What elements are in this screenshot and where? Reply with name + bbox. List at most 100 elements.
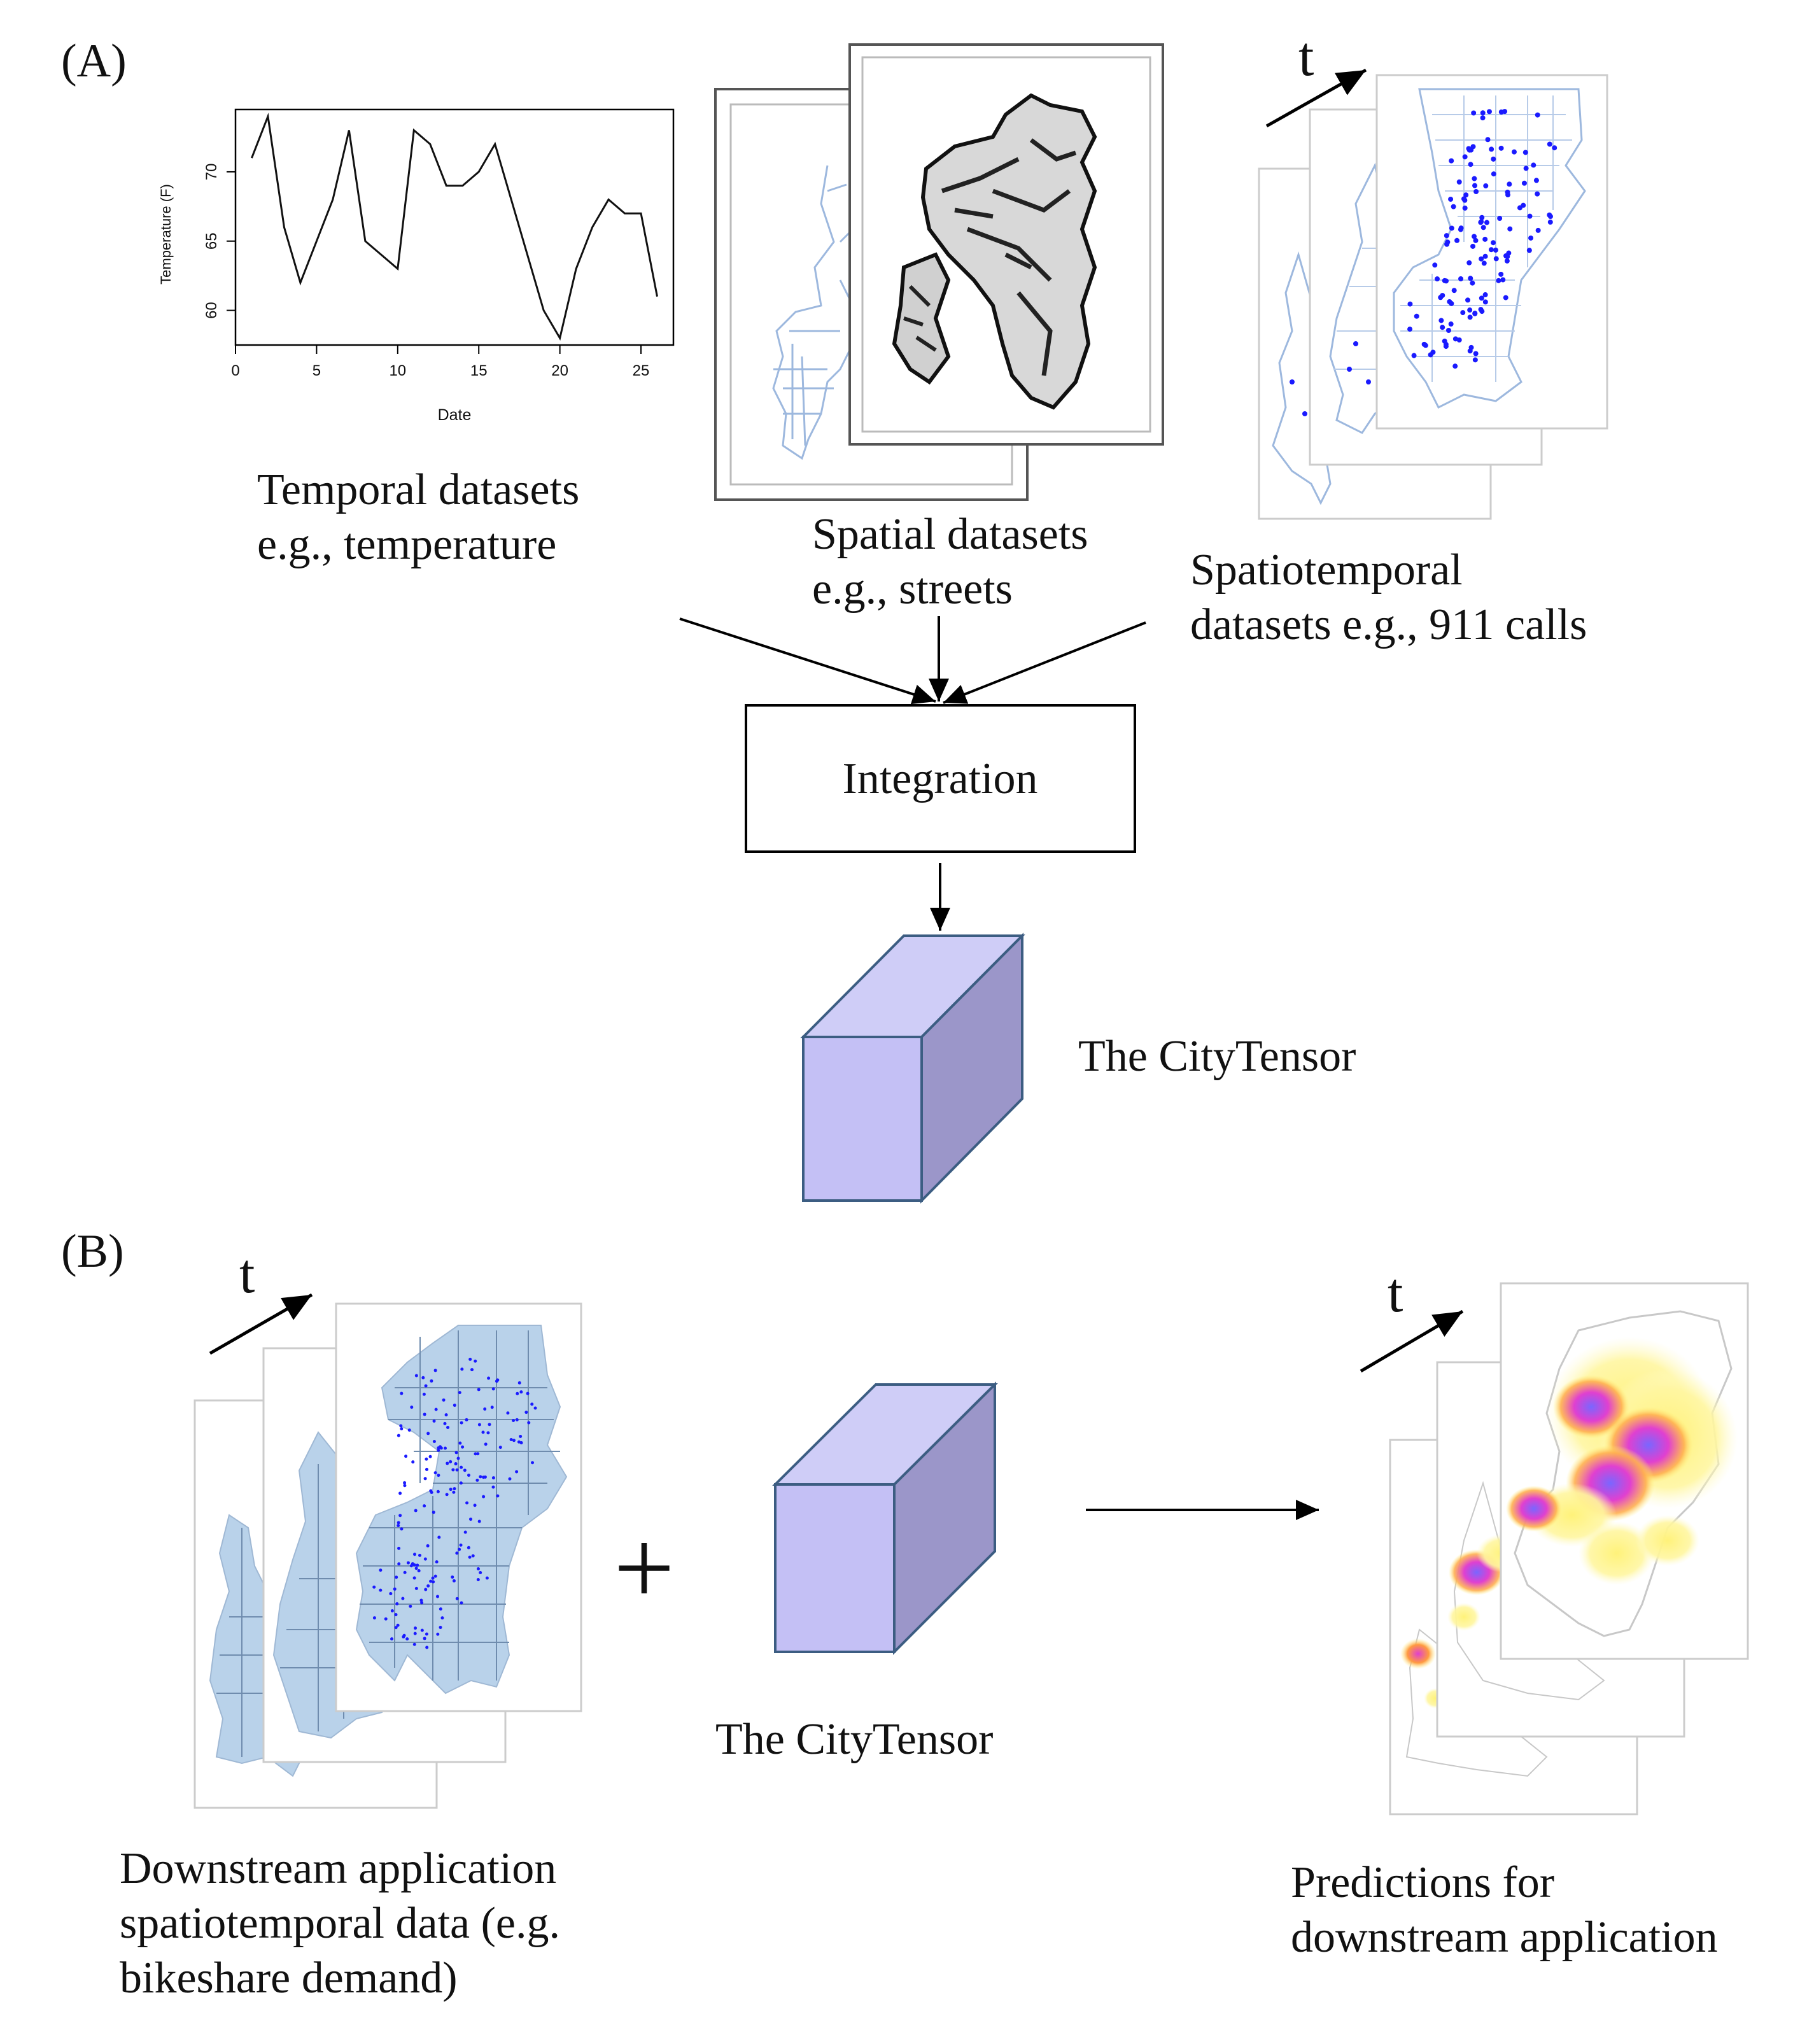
call-point (1445, 239, 1451, 245)
call-point (1526, 248, 1532, 253)
integration-label: Integration (842, 754, 1037, 803)
call-point (1452, 336, 1458, 342)
bike-point (437, 1448, 440, 1452)
temperature-line-chart: 0 5 10 15 20 25 60 65 70 Date Temperature (F) (158, 108, 675, 424)
time-arrow-a (1265, 68, 1367, 128)
bike-point (439, 1445, 442, 1449)
bike-point (512, 1439, 516, 1442)
time-arrow-b (209, 1293, 313, 1355)
bike-point (477, 1519, 481, 1523)
bike-point (519, 1441, 523, 1445)
bike-point (420, 1628, 424, 1632)
bike-point (436, 1490, 440, 1493)
x-tick-label: 25 (633, 362, 650, 379)
bike-point (465, 1501, 469, 1505)
bike-point (413, 1632, 417, 1635)
bike-point (453, 1487, 456, 1491)
bike-point (402, 1633, 406, 1637)
call-point (1491, 171, 1496, 177)
call-point (1472, 183, 1478, 188)
bike-point (393, 1587, 397, 1591)
bike-point (379, 1588, 383, 1592)
prediction-heatmaps: t (1360, 1262, 1749, 1815)
call-point (1463, 192, 1469, 198)
bike-point (414, 1586, 418, 1590)
bike-point (395, 1602, 399, 1605)
call-point (1462, 197, 1468, 203)
bike-point (443, 1421, 447, 1425)
bike-point (403, 1570, 407, 1574)
bike-point (433, 1574, 437, 1578)
bike-point (372, 1616, 376, 1620)
bike-point (496, 1378, 500, 1382)
bike-point (414, 1374, 418, 1378)
plot-area-frame (234, 108, 675, 346)
bike-point (517, 1381, 521, 1385)
call-point (1444, 233, 1449, 239)
bike-point (412, 1553, 416, 1556)
bike-point (455, 1596, 459, 1600)
call-point (1444, 278, 1449, 284)
bike-point (486, 1431, 490, 1435)
bike-point (396, 1623, 400, 1627)
bike-point (465, 1418, 468, 1421)
call-point (1454, 237, 1460, 243)
bike-point (470, 1368, 474, 1372)
bike-point (516, 1392, 519, 1395)
x-axis-label: Date (438, 406, 472, 424)
bike-point (443, 1446, 447, 1450)
call-point (1411, 353, 1417, 358)
bike-point (453, 1404, 456, 1407)
bike-point (519, 1390, 523, 1394)
citytensor-cube-b (772, 1381, 998, 1655)
bike-point (372, 1585, 376, 1589)
bike-point (397, 1524, 400, 1528)
temporal-caption-line1: Temporal datasets (257, 465, 579, 514)
call-point (1521, 180, 1527, 186)
call-point (1448, 196, 1454, 202)
bike-point (458, 1441, 462, 1445)
bike-point (463, 1469, 467, 1472)
bike-point (473, 1504, 477, 1507)
call-point (1466, 146, 1472, 152)
call-point (1473, 351, 1479, 356)
bike-point (483, 1475, 487, 1479)
call-point (1493, 247, 1498, 253)
bike-point (432, 1419, 436, 1423)
call-point (1493, 256, 1499, 262)
bike-point (490, 1406, 494, 1409)
bike-point (446, 1425, 450, 1429)
bike-point (467, 1546, 470, 1549)
bike-point (384, 1617, 388, 1621)
downstream-caption-line1: Downstream application (120, 1844, 556, 1893)
bike-point (530, 1402, 534, 1406)
citytensor-label-a: The CityTensor (1078, 1032, 1356, 1081)
bike-point (379, 1568, 383, 1572)
bike-point (476, 1577, 480, 1581)
bike-point (390, 1609, 394, 1612)
plus-sign: + (614, 1508, 675, 1628)
call-point (1467, 314, 1473, 320)
x-tick-label: 20 (551, 362, 568, 379)
bike-point (414, 1509, 418, 1512)
bike-point (421, 1376, 425, 1379)
call-point (1451, 204, 1456, 209)
bike-point (461, 1445, 465, 1449)
bike-point (491, 1387, 495, 1391)
bike-point (411, 1460, 415, 1464)
y-axis: 60 65 70 (203, 164, 236, 319)
call-point (1479, 215, 1485, 220)
bike-point (423, 1637, 426, 1640)
bike-point (471, 1554, 475, 1558)
call-point (1535, 227, 1541, 233)
calls-map-frame-3 (1375, 74, 1608, 430)
bike-point (398, 1491, 402, 1495)
bike-point (460, 1421, 463, 1425)
line-series (251, 113, 658, 341)
call-point (1448, 321, 1454, 327)
bike-point (474, 1359, 477, 1363)
call-point (1498, 145, 1504, 151)
call-point (1470, 243, 1476, 249)
bike-point (435, 1595, 439, 1598)
